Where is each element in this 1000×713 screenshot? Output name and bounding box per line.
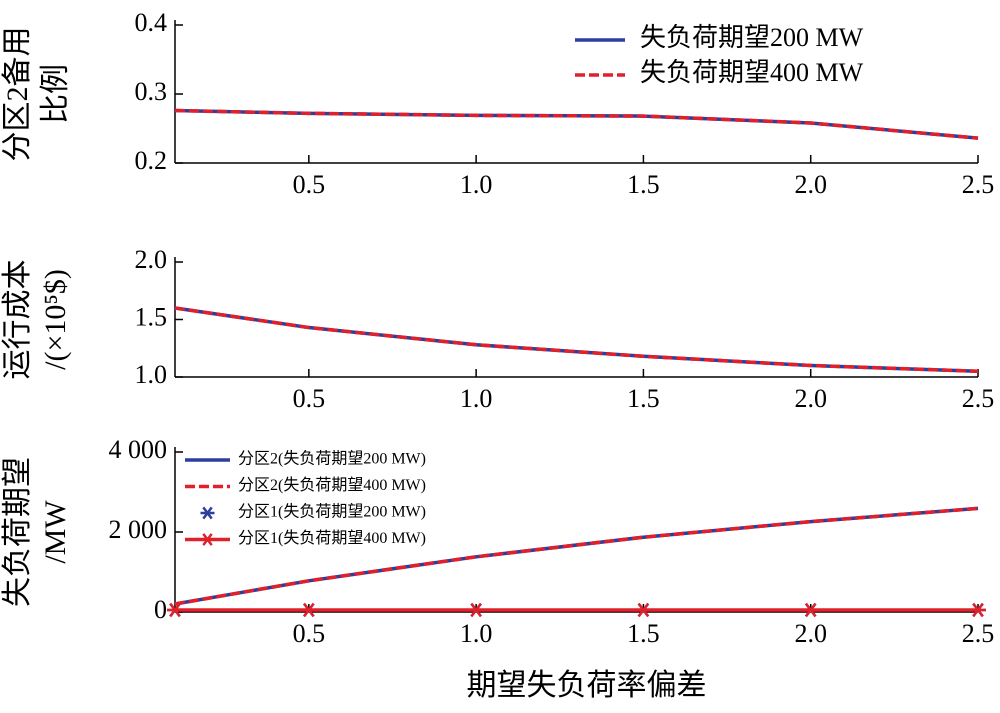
x-tick-label: 1.5	[627, 619, 660, 648]
x-tick-label: 2.0	[794, 619, 827, 648]
y-tick-label: 0.2	[135, 146, 168, 175]
x-tick-label: 1.0	[460, 619, 493, 648]
x-tick-label: 2.0	[794, 384, 827, 413]
legend-label: 分区2(失负荷期望400 MW)	[238, 476, 426, 494]
x-tick-label: 0.5	[293, 170, 326, 199]
legend-label: 分区1(失负荷期望400 MW)	[238, 529, 426, 547]
series-line	[174, 506, 979, 606]
x-tick-label: 1.5	[627, 170, 660, 199]
x-tick-label: 2.5	[962, 384, 995, 413]
y-axis-label: /MW	[39, 500, 72, 564]
legend-marker	[200, 506, 215, 520]
y-axis-label: /(×10⁵$)	[39, 269, 72, 370]
y-tick-label: 0.3	[135, 77, 168, 106]
y-tick-label: 0	[154, 595, 167, 624]
y-tick-label: 4 000	[109, 435, 168, 464]
x-tick-label: 2.0	[794, 170, 827, 199]
star-marker	[635, 602, 652, 618]
series-line	[174, 306, 979, 373]
x-tick-label: 0.5	[293, 619, 326, 648]
star-marker	[167, 602, 183, 618]
x-tick-label: 2.5	[962, 619, 995, 648]
x-tick-label: 1.5	[627, 384, 660, 413]
star-marker	[300, 602, 317, 618]
y-tick-label: 2 000	[109, 515, 168, 544]
legend-label: 失负荷期望400 MW	[640, 58, 864, 87]
y-tick-label: 1.5	[135, 302, 168, 331]
legend-marker	[200, 533, 215, 546]
x-axis-label: 期望失负荷率偏差	[467, 669, 707, 702]
x-tick-label: 0.5	[293, 384, 326, 413]
star-marker	[468, 602, 485, 618]
x-tick-label: 2.5	[962, 170, 995, 199]
series-line	[174, 108, 979, 140]
series-line	[174, 506, 979, 606]
y-axis-label: 失负荷期望	[1, 457, 34, 607]
y-tick-label: 1.0	[135, 360, 168, 389]
y-axis-label: 比例	[39, 64, 72, 124]
x-tick-label: 1.0	[460, 384, 493, 413]
y-axis-label: 运行成本	[1, 260, 34, 380]
legend-label: 分区1(失负荷期望200 MW)	[238, 503, 426, 521]
legend-label: 失负荷期望200 MW	[640, 23, 864, 52]
legend-label: 分区2(失负荷期望200 MW)	[238, 450, 426, 468]
y-tick-label: 0.4	[135, 8, 168, 37]
star-marker	[970, 602, 986, 618]
x-tick-label: 1.0	[460, 170, 493, 199]
star-marker	[802, 602, 819, 618]
series-line	[174, 306, 979, 373]
y-tick-label: 2.0	[135, 245, 168, 274]
y-axis-label: 分区2备用	[1, 27, 34, 162]
